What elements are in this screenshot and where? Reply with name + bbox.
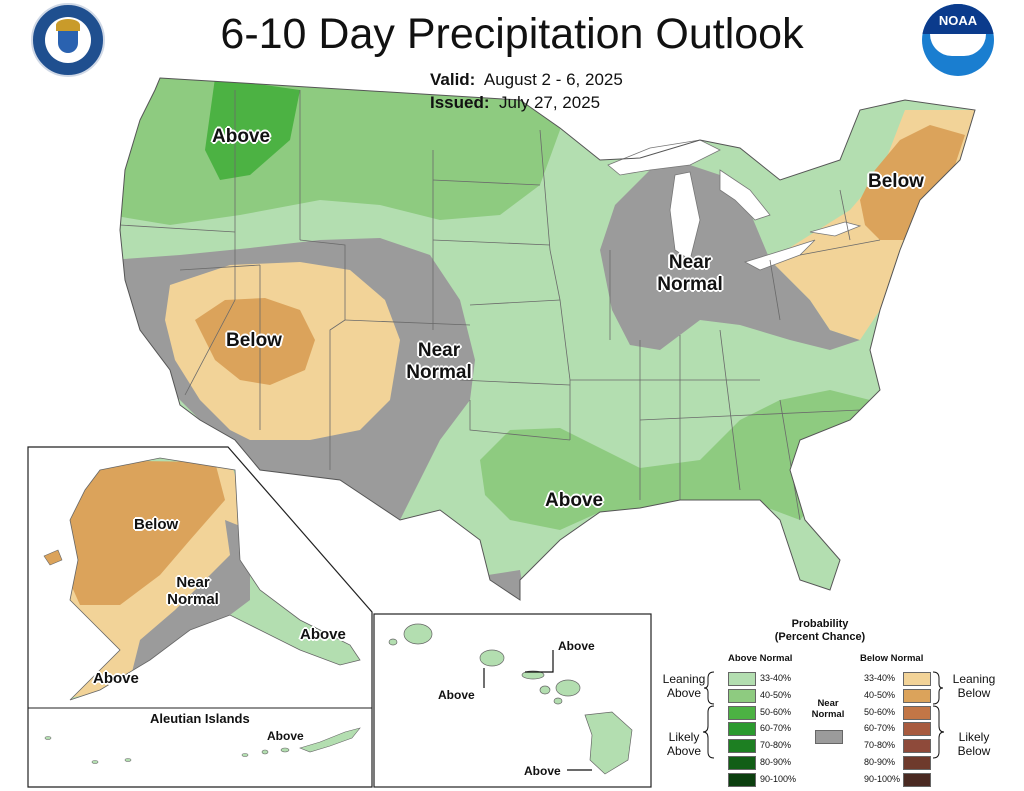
legend-below-bin-swatch	[903, 688, 931, 703]
legend-above-bin-swatch	[728, 722, 756, 737]
legend-above-bin-swatch	[728, 688, 756, 703]
label-above-northwest: Above	[212, 126, 271, 147]
legend-title-1: Probability	[791, 618, 849, 630]
aleutian-islands-title: Aleutian Islands	[150, 711, 250, 726]
label-near-normal-great-lakes: Near Normal	[657, 252, 723, 295]
label-below-southwest: Below	[226, 330, 282, 351]
label-alaska-below: Below	[134, 516, 179, 533]
label-above-gulf: Above	[545, 490, 604, 511]
legend-below-bin-label: 40-50%	[864, 689, 896, 700]
legend-below-bin-label: 70-80%	[864, 740, 896, 751]
label-below-northeast: Below	[868, 171, 924, 192]
legend-above-bin-label: 60-70%	[760, 723, 792, 734]
legend-above-bin-swatch	[728, 739, 756, 754]
issued-line: Issued: July 27, 2025	[430, 93, 601, 112]
label-aleutian-above: Above	[267, 729, 304, 743]
legend-below-bin-label: 33-40%	[864, 673, 896, 683]
hawaii-islands	[388, 623, 633, 775]
conus-outline	[119, 77, 976, 601]
legend-near-header: Near Normal	[811, 698, 845, 720]
legend-above-bin-swatch	[728, 756, 756, 770]
legend-swatch-near-normal	[815, 730, 843, 744]
aleutian-islands-shapes	[44, 727, 361, 764]
legend-above-bin-swatch	[728, 705, 756, 720]
legend-likely-above: Likely Above	[666, 730, 702, 758]
noaa-logo: NOAA	[922, 4, 994, 76]
legend-below-header: Below Normal	[860, 653, 924, 664]
legend-leaning-below: Leaning Below	[952, 672, 996, 700]
legend-below-bin-label: 90-100%	[864, 773, 901, 784]
legend-title-2: (Percent Chance)	[774, 631, 866, 643]
label-hawaii-above-bigisland: Above	[524, 764, 561, 778]
label-hawaii-above-kauai: Above	[438, 688, 475, 702]
legend-leaning-above: Leaning Above	[662, 672, 706, 700]
hawaii-leader-lines	[483, 650, 592, 771]
label-alaska-above-southeast: Above	[300, 626, 346, 643]
label-alaska-near-normal: Near Normal	[167, 574, 219, 608]
label-hawaii-above-oahu: Above	[558, 639, 595, 653]
legend-below-bin-label: 60-70%	[864, 723, 896, 734]
page-title: 6-10 Day Precipitation Outlook	[220, 10, 804, 58]
legend-below-bin-swatch	[903, 722, 931, 737]
legend-above-bin-label: 33-40%	[760, 673, 792, 683]
legend-likely-below: Likely Below	[957, 730, 991, 758]
legend-below-bin-label: 80-90%	[864, 757, 896, 767]
legend-above-bin-label: 50-60%	[760, 706, 792, 717]
conus-categories	[120, 78, 975, 600]
commerce-seal-logo	[31, 3, 105, 77]
valid-line: Valid: August 2 - 6, 2025	[430, 70, 623, 89]
label-alaska-above-southwest: Above	[93, 670, 139, 687]
legend-brackets	[702, 671, 945, 759]
legend-below-bin-swatch	[903, 756, 931, 770]
st-lawrence-island	[43, 549, 63, 566]
legend-below-bin-label: 50-60%	[864, 706, 896, 717]
legend-above-bin-label: 80-90%	[760, 757, 792, 767]
legend-below-bin-swatch	[903, 705, 931, 720]
legend-above-bin-label: 90-100%	[760, 773, 797, 784]
alaska-outline	[69, 457, 361, 701]
legend-above-bin-swatch	[728, 772, 756, 787]
great-lakes	[607, 139, 862, 271]
legend-above-header: Above Normal	[728, 653, 793, 664]
legend-above-bin-swatch	[728, 672, 756, 686]
state-boundaries	[120, 90, 881, 521]
legend-below-bin-swatch	[903, 739, 931, 754]
legend-below-bin-swatch	[903, 772, 931, 787]
legend-below-bin-swatch	[903, 672, 931, 686]
legend-above-bin-label: 40-50%	[760, 689, 792, 700]
label-near-normal-rockies: Near Normal	[406, 340, 472, 383]
legend-above-bin-label: 70-80%	[760, 740, 792, 751]
